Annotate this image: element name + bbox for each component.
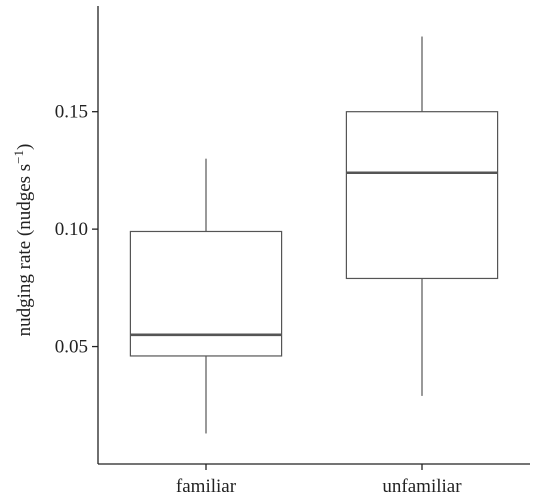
x-tick-label: familiar bbox=[176, 476, 237, 497]
x-tick-label: unfamiliar bbox=[382, 476, 462, 497]
y-axis-title-superscript: −1 bbox=[11, 150, 26, 164]
boxes bbox=[129, 36, 499, 434]
y-tick-label: 0.10 bbox=[55, 219, 88, 240]
plot-area bbox=[97, 6, 530, 465]
x-axis-ticks: familiar unfamiliar bbox=[176, 464, 462, 497]
y-tick-label: 0.15 bbox=[55, 102, 88, 123]
y-axis-title-suffix: ) bbox=[14, 144, 35, 150]
y-axis-ticks: 0.05 0.10 0.15 bbox=[55, 102, 98, 358]
box-unfamiliar bbox=[345, 36, 499, 396]
y-tick-label: 0.05 bbox=[55, 337, 88, 358]
y-axis-title: nudging rate (nudges s−1) bbox=[11, 144, 35, 337]
iqr-box bbox=[129, 230, 283, 357]
iqr-box bbox=[345, 111, 499, 280]
box-familiar bbox=[129, 158, 283, 434]
